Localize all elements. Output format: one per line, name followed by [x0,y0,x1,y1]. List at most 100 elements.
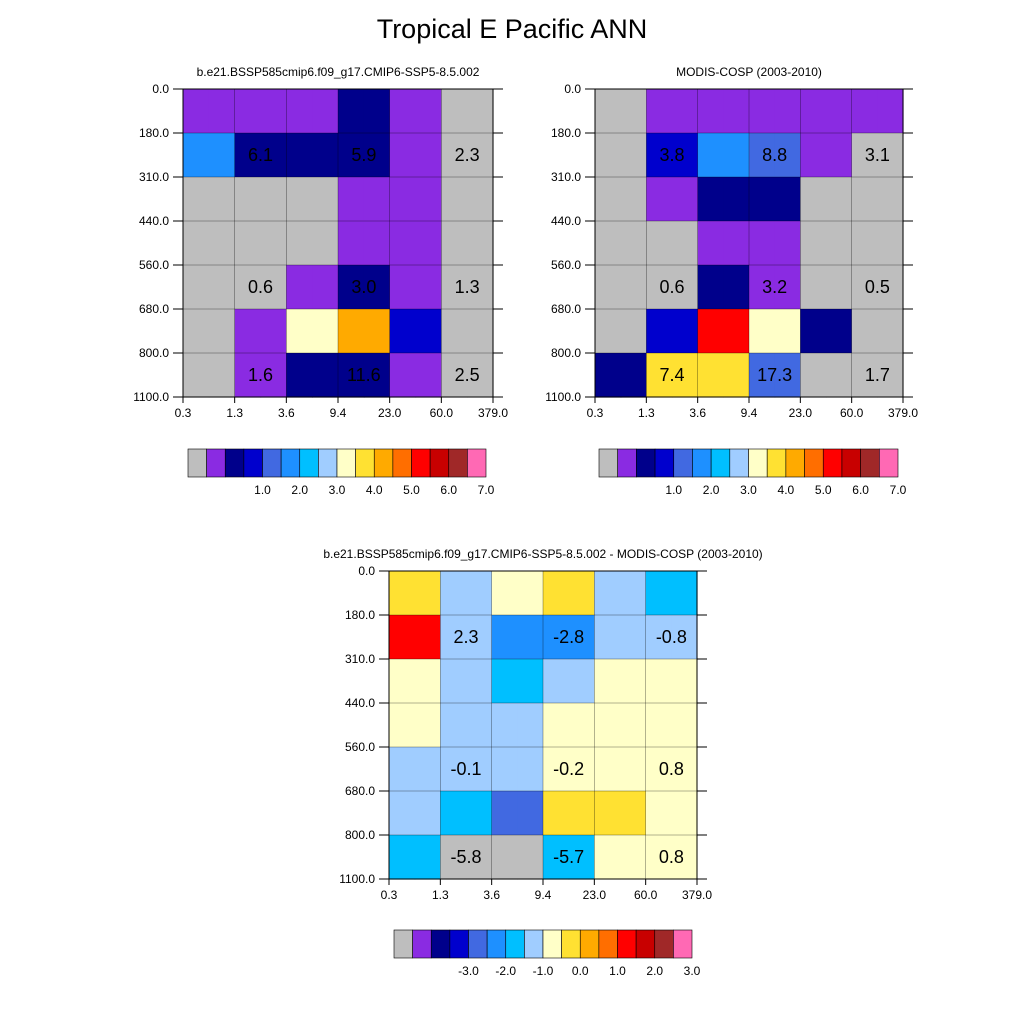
colorbar-swatch [412,929,432,959]
y-tick-label: 440.0 [345,696,375,710]
heatmap-cell [774,89,801,134]
heatmap-cell [543,747,570,792]
data-label: 0.6 [659,277,684,297]
heatmap-cell [594,791,621,836]
heatmap-cell [441,265,468,310]
colorbar-swatch [429,448,450,478]
heatmap-cell [697,353,724,398]
x-tick-label: 9.4 [535,888,552,902]
colorbar-label: 1.0 [665,483,682,497]
x-tick-label: 23.0 [789,406,813,420]
colorbar-swatch [729,448,749,478]
data-label: 2.3 [453,627,478,647]
heatmap-cell [415,221,442,266]
colorbar-label: 1.0 [254,483,271,497]
heatmap-cell [645,571,672,616]
heatmap-cell [466,659,493,704]
heatmap-cell [467,221,494,266]
heatmap-cell [774,309,801,354]
colorbar-swatch [860,448,880,478]
data-label: 7.4 [659,365,684,385]
x-tick-label: 0.3 [587,406,604,420]
heatmap-cell [415,265,442,310]
colorbar-swatch [841,448,861,478]
colorbar-label: 0.0 [572,964,589,978]
heatmap-cell [338,89,365,134]
heatmap-cell [774,353,801,398]
heatmap-cell [389,177,417,222]
x-tick-label: 1.3 [638,406,655,420]
heatmap-cell [234,177,262,222]
colorbar-label: 3.0 [329,483,346,497]
x-tick-label: 23.0 [583,888,607,902]
heatmap-cell [595,265,622,310]
heatmap-cell [286,353,313,398]
heatmap-cell [440,835,467,880]
data-label: 1.3 [455,277,480,297]
x-tick-label: 1.3 [432,888,449,902]
colorbar-swatch [355,448,375,478]
heatmap-cell [826,265,853,310]
heatmap-cell [415,177,442,222]
colorbar-swatch [262,448,282,478]
heatmap-cell [877,221,904,266]
data-label: -5.7 [553,847,584,867]
colorbar-swatch [766,448,787,478]
heatmap-cell [672,177,699,222]
y-tick-label: 1100.0 [545,390,581,404]
heatmap-cell [877,89,904,134]
heatmap-cell [723,221,750,266]
heatmap-cell [389,133,417,178]
heatmap-cell [826,89,853,134]
heatmap-cell [877,177,904,222]
colorbar-swatch [692,448,712,478]
heatmap-cell [260,133,287,178]
data-label: 1.6 [248,365,273,385]
panel-title: b.e21.BSSP585cmip6.f09_g17.CMIP6-SSP5-8.… [323,547,762,561]
heatmap-cell [208,177,236,222]
heatmap-cell [620,659,647,704]
heatmap-cell [440,615,467,660]
heatmap-cell [467,133,494,178]
heatmap-cell [568,791,595,836]
heatmap-cell [441,353,468,398]
heatmap-cell [671,747,698,792]
heatmap-cell [800,221,827,266]
heatmap-cell [183,309,210,354]
y-tick-label: 180.0 [551,126,581,140]
heatmap-cell [338,265,365,310]
y-tick-label: 680.0 [551,302,581,316]
heatmap-cell [671,791,698,836]
heatmap-cell [646,221,673,266]
heatmap-cell [826,309,853,354]
colorbar-swatch [598,448,618,478]
colorbar-swatch [617,448,637,478]
heatmap-cell [260,265,287,310]
colorbar-swatch [804,448,824,478]
heatmap-cell [414,791,441,836]
heatmap-cell [414,659,441,704]
heatmap-cell [620,353,647,398]
heatmap-cell [595,89,622,134]
heatmap-cell [517,571,544,616]
heatmap-cell [671,835,698,880]
heatmap-cell [286,133,313,178]
heatmap-cell [774,177,801,222]
heatmap-cell [543,571,570,616]
heatmap-cell [440,659,467,704]
heatmap-cell [440,703,467,748]
colorbar-label: -2.0 [495,964,516,978]
y-tick-label: 560.0 [139,258,169,272]
x-tick-label: 60.0 [840,406,864,420]
heatmap-cell [440,747,467,792]
heatmap-cell [672,89,699,134]
data-label: 2.5 [455,365,480,385]
heatmap-cell [800,309,827,354]
colorbar-swatch [561,929,581,959]
colorbar-swatch [524,929,544,959]
heatmap-cell [260,221,287,266]
heatmap-cell [234,309,262,354]
heatmap-cell [543,615,570,660]
y-tick-label: 680.0 [139,302,169,316]
heatmap-cell [620,615,647,660]
